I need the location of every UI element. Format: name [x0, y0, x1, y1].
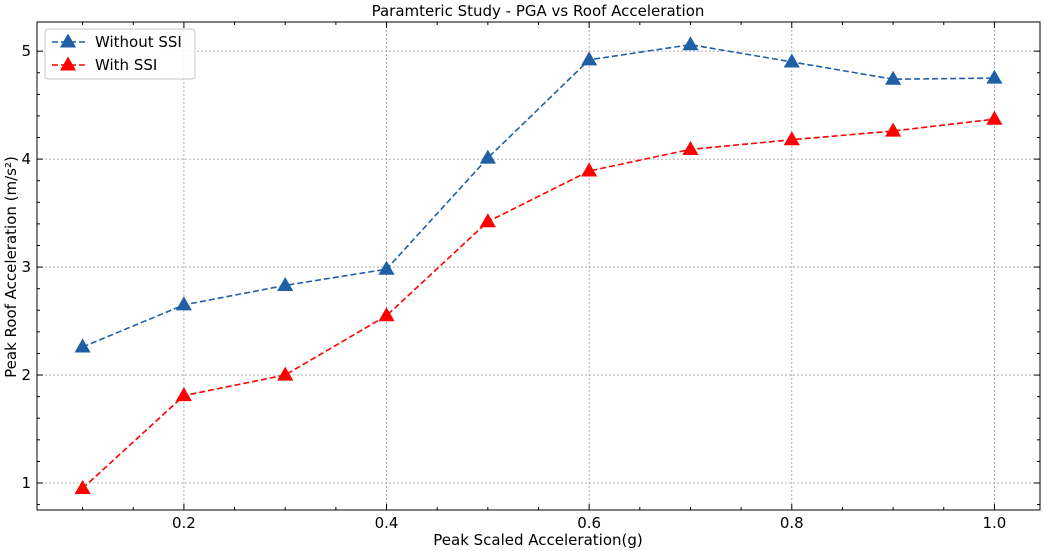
series-layer [74, 36, 1003, 494]
legend-marker [59, 33, 77, 48]
y-tick-label: 4 [21, 150, 31, 168]
data-point [74, 338, 91, 353]
y-tick-label: 5 [21, 42, 31, 60]
y-tick-label: 3 [21, 258, 31, 276]
chart-title: Paramteric Study - PGA vs Roof Accelerat… [372, 2, 705, 20]
legend-item: Without SSI [52, 33, 182, 51]
legend-label: Without SSI [95, 33, 182, 51]
legend-marker [59, 56, 77, 71]
data-point [885, 70, 902, 85]
data-point [783, 53, 800, 68]
x-axis-label: Peak Scaled Acceleration(g) [433, 531, 642, 549]
data-point [581, 51, 598, 66]
legend-label: With SSI [95, 56, 157, 74]
data-point [783, 131, 800, 146]
x-tick-label: 0.6 [577, 514, 601, 532]
x-tick-label: 0.4 [375, 514, 399, 532]
grid [37, 22, 1040, 510]
data-point [74, 479, 91, 494]
x-tick-label: 0.2 [172, 514, 196, 532]
x-tick-label: 1.0 [982, 514, 1006, 532]
data-point [277, 276, 294, 291]
y-tick-label: 2 [21, 366, 31, 384]
y-tick-label: 1 [21, 474, 31, 492]
plot-frame [36, 21, 1041, 511]
data-point [175, 387, 192, 402]
legend: Without SSI With SSI [44, 28, 196, 80]
legend-item: With SSI [52, 56, 157, 74]
data-point [378, 307, 395, 322]
data-point [479, 213, 496, 228]
series-line [82, 43, 995, 348]
data-point [277, 366, 294, 381]
data-point [885, 122, 902, 137]
data-point [682, 140, 699, 155]
data-point [479, 149, 496, 164]
data-point [581, 162, 598, 177]
series-line [82, 118, 995, 489]
x-tick-label: 0.8 [780, 514, 804, 532]
data-point [986, 69, 1003, 84]
series-without-ssi [74, 36, 1003, 353]
series-with-ssi [74, 110, 1003, 494]
data-point [986, 110, 1003, 125]
data-point [175, 296, 192, 311]
data-point [682, 36, 699, 51]
data-point [378, 260, 395, 275]
y-axis-label: Peak Roof Acceleration (m/s²) [2, 156, 20, 378]
ticks: 0.2 0.4 0.6 0.8 1.0 1 2 3 4 5 [21, 22, 1040, 532]
